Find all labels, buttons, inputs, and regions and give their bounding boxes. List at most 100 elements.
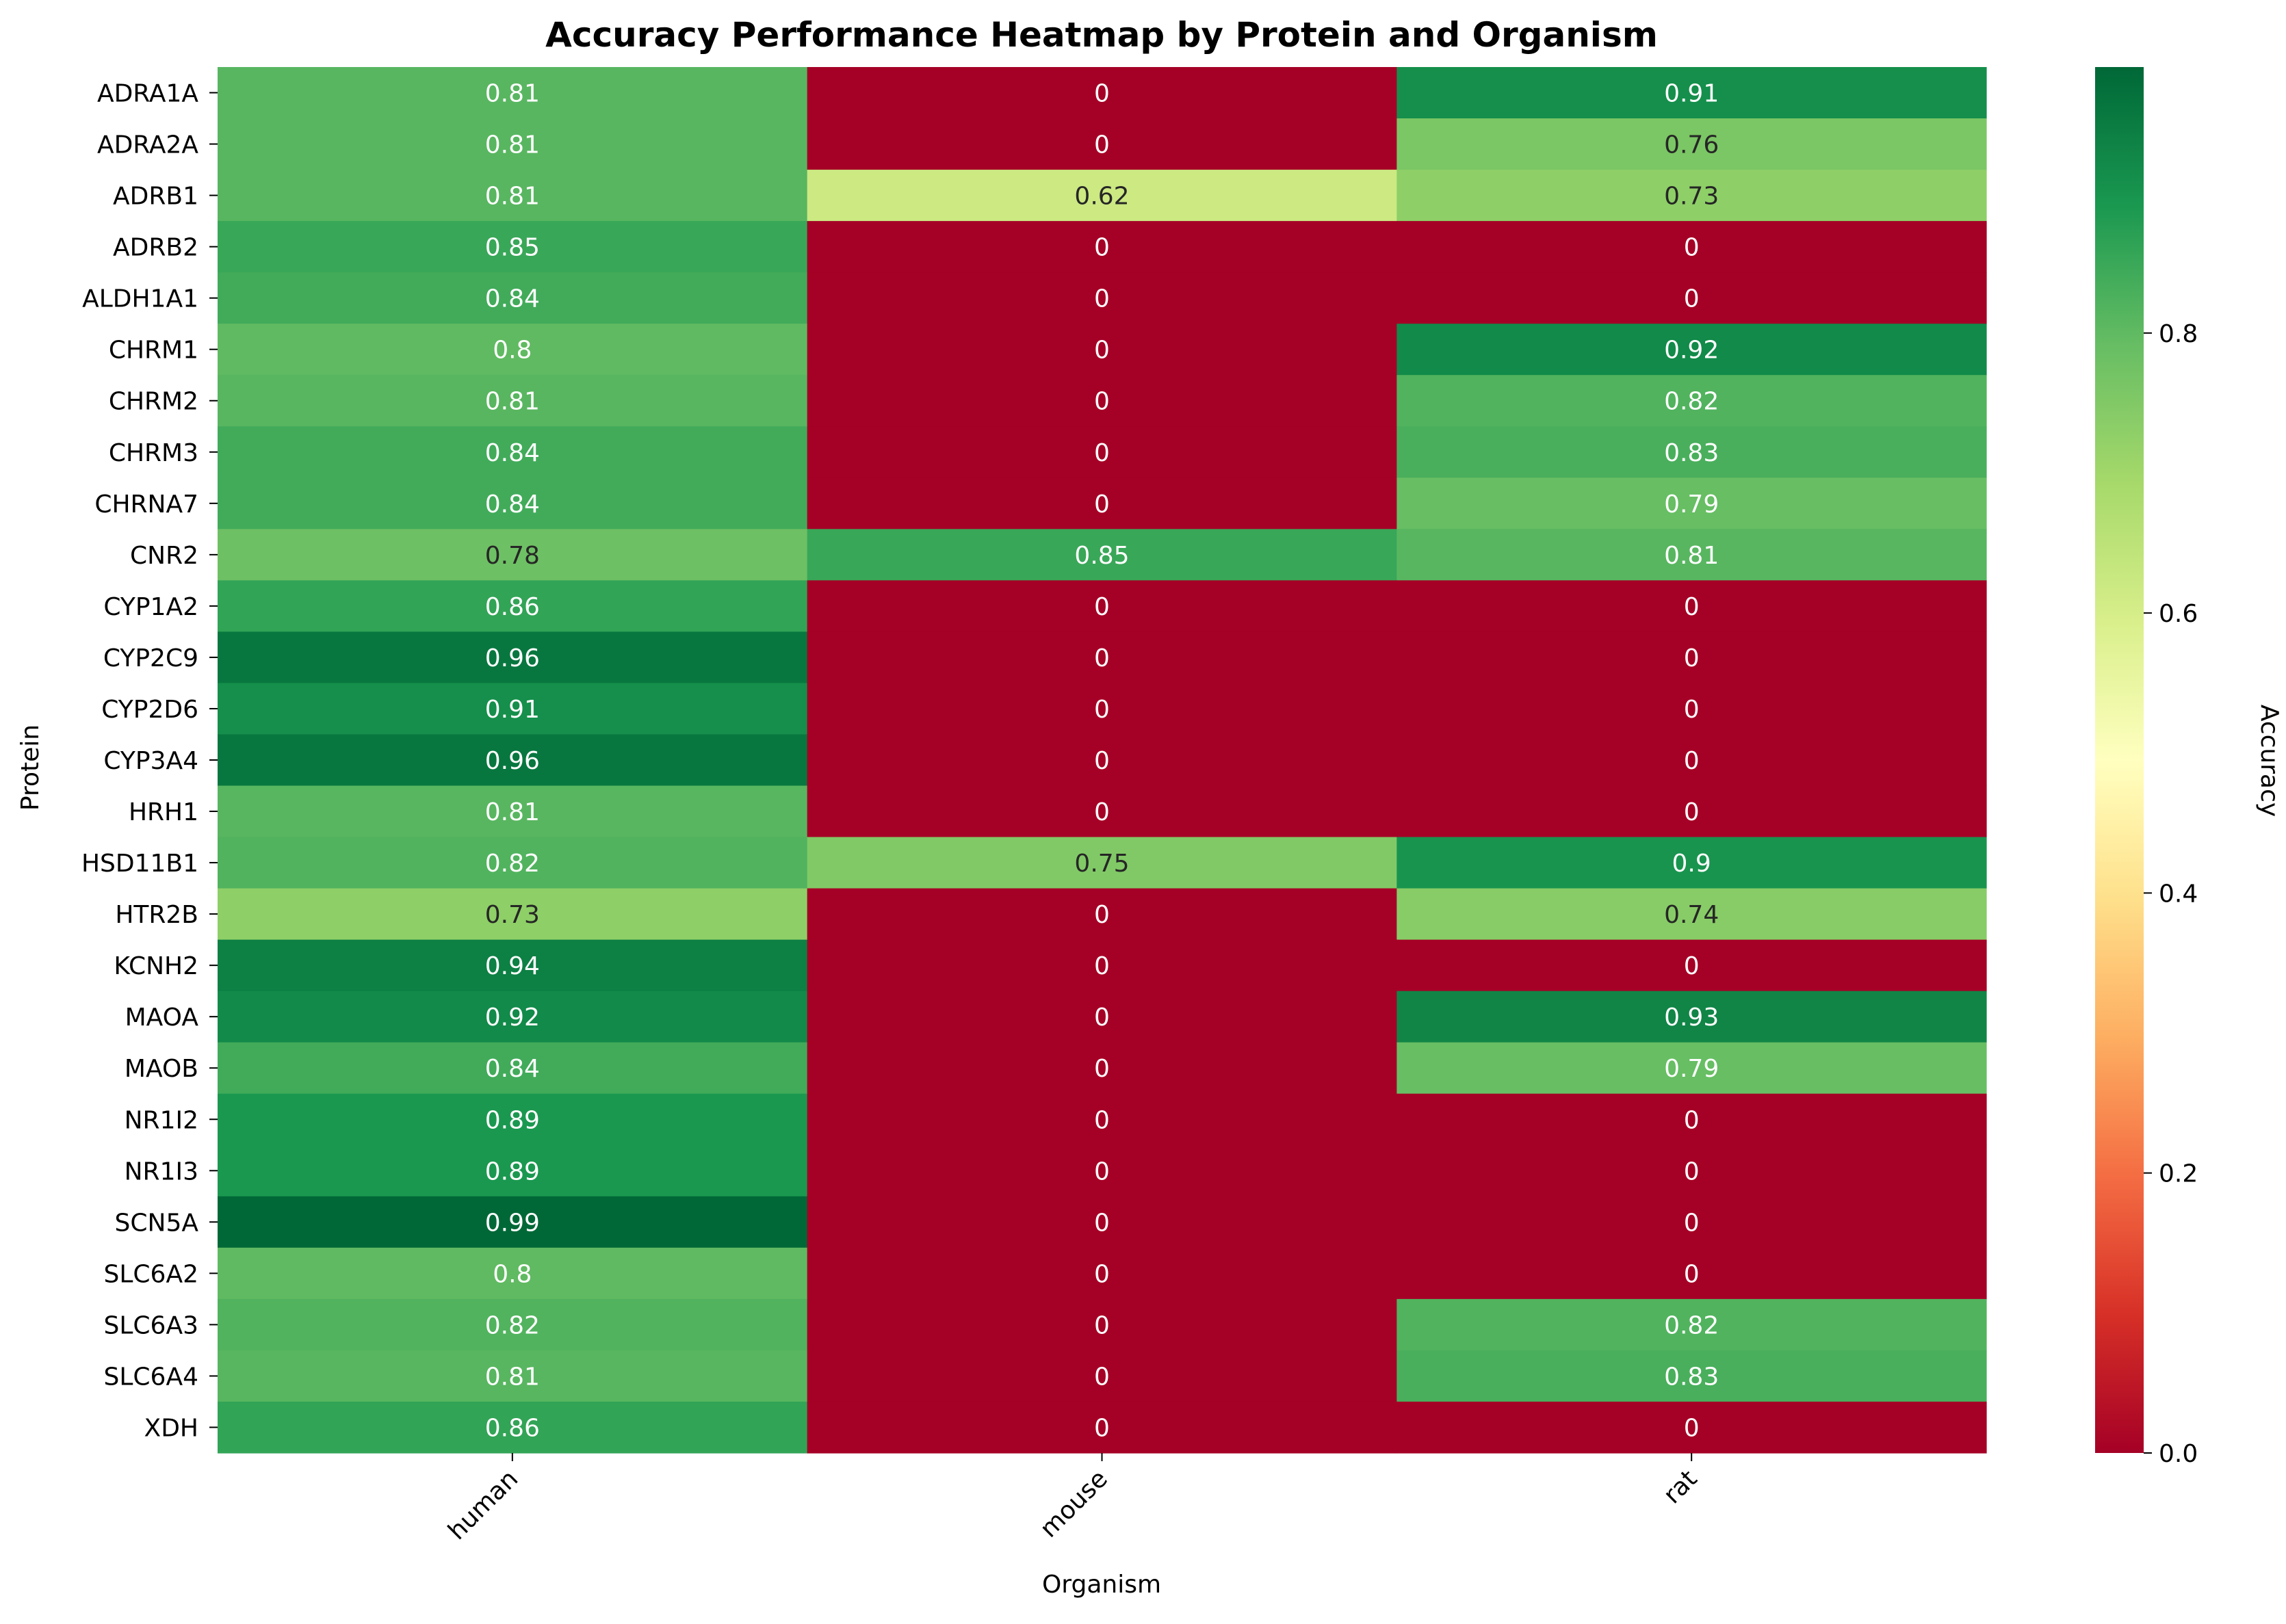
- heatmap-cell: [218, 1350, 808, 1402]
- cell-value-label: 0.99: [485, 1209, 540, 1237]
- cell-value-label: 0: [1094, 439, 1110, 467]
- heatmap-cell: [807, 888, 1397, 941]
- cell-value-label: 0.86: [485, 593, 540, 621]
- y-tick-label: CHRM2: [109, 388, 198, 416]
- heatmap-cell: [1397, 118, 1987, 170]
- heatmap-cell: [807, 631, 1397, 684]
- y-tick-label: MAOB: [125, 1055, 198, 1083]
- cell-value-label: 0: [1094, 1311, 1110, 1339]
- heatmap-cell: [807, 221, 1397, 273]
- cell-value-label: 0.84: [485, 439, 540, 467]
- cell-value-label: 0: [1094, 1414, 1110, 1442]
- cell-value-label: 0: [1684, 952, 1700, 980]
- heatmap-cell: [807, 785, 1397, 838]
- heatmap-cell: [807, 1093, 1397, 1146]
- heatmap-cell: [218, 324, 808, 376]
- y-tick-label: ADRA2A: [97, 131, 198, 159]
- y-tick-label: ALDH1A1: [82, 285, 198, 313]
- cell-value-label: 0.76: [1664, 131, 1719, 159]
- heatmap-cell: [218, 170, 808, 222]
- cell-value-label: 0.96: [485, 644, 540, 672]
- cell-value-label: 0.91: [485, 696, 540, 724]
- heatmap-cell: [218, 888, 808, 941]
- cell-value-label: 0: [1094, 337, 1110, 365]
- y-tick-label: ADRB1: [113, 183, 198, 211]
- heatmap-cell: [218, 1196, 808, 1248]
- y-tick-label: SLC6A4: [104, 1363, 198, 1391]
- heatmap-cell: [1397, 1144, 1987, 1197]
- cell-value-label: 0: [1684, 1260, 1700, 1288]
- cell-value-label: 0: [1094, 1055, 1110, 1083]
- heatmap-cell: [807, 991, 1397, 1043]
- heatmap-cell: [807, 324, 1397, 376]
- heatmap-cell: [807, 939, 1397, 992]
- cell-value-label: 0: [1684, 1157, 1700, 1186]
- cell-value-label: 0: [1684, 1106, 1700, 1134]
- cell-value-label: 0.81: [485, 1363, 540, 1391]
- cell-value-label: 0.8: [493, 337, 532, 365]
- y-tick-label: CYP2C9: [103, 644, 198, 672]
- cell-value-label: 0.81: [1664, 542, 1719, 570]
- cell-value-label: 0: [1684, 1209, 1700, 1237]
- y-tick-label: MAOA: [125, 1004, 199, 1032]
- cell-value-label: 0: [1094, 490, 1110, 519]
- heatmap-cell: [218, 426, 808, 478]
- cell-value-label: 0.84: [485, 1055, 540, 1083]
- heatmap-cell: [807, 118, 1397, 170]
- heatmap-cell: [1397, 939, 1987, 992]
- cell-value-label: 0: [1684, 644, 1700, 672]
- y-tick-label: CNR2: [130, 542, 198, 570]
- heatmap-cell: [1397, 1042, 1987, 1095]
- cell-value-label: 0: [1684, 696, 1700, 724]
- y-tick-label: SLC6A2: [104, 1260, 198, 1288]
- heatmap-cell: [807, 426, 1397, 478]
- y-tick-label: SCN5A: [115, 1209, 199, 1237]
- cell-value-label: 0: [1094, 1260, 1110, 1288]
- cell-value-label: 0: [1094, 1209, 1110, 1237]
- heatmap-cell: [1397, 734, 1987, 787]
- heatmap-cell: [807, 375, 1397, 427]
- cell-value-label: 0.86: [485, 1414, 540, 1442]
- cell-value-label: 0.8: [493, 1260, 532, 1288]
- colorbar-label: Accuracy: [2255, 705, 2283, 817]
- heatmap-cell: [218, 1401, 808, 1454]
- heatmap-cell: [807, 529, 1397, 581]
- heatmap-cell: [218, 991, 808, 1043]
- cell-value-label: 0.9: [1672, 850, 1711, 878]
- heatmap-cell: [218, 1298, 808, 1351]
- heatmap-cell: [218, 1247, 808, 1300]
- heatmap-cell: [1397, 683, 1987, 735]
- heatmap-cell: [1397, 375, 1987, 427]
- cell-value-label: 0.73: [485, 901, 540, 929]
- cell-value-label: 0: [1094, 80, 1110, 108]
- heatmap-cell: [1397, 1093, 1987, 1146]
- cell-value-label: 0.82: [1664, 388, 1719, 416]
- heatmap-cell: [1397, 324, 1987, 376]
- heatmap-cell: [218, 631, 808, 684]
- y-tick-label: CYP3A4: [103, 747, 198, 775]
- heatmap-cell: [807, 1196, 1397, 1248]
- cell-value-label: 0.96: [485, 747, 540, 775]
- cell-value-label: 0: [1094, 644, 1110, 672]
- heatmap-cell: [807, 1144, 1397, 1197]
- heatmap-cell: [218, 67, 808, 119]
- heatmap-cell: [1397, 1298, 1987, 1351]
- chart-title: Accuracy Performance Heatmap by Protein …: [545, 15, 1658, 55]
- y-tick-label: CYP1A2: [103, 593, 198, 621]
- heatmap-cell: [1397, 477, 1987, 529]
- colorbar: 0.0 0.2 0.4 0.6 0.8: [2095, 67, 2198, 1468]
- cell-value-label: 0: [1094, 1004, 1110, 1032]
- heatmap-cell: [218, 118, 808, 170]
- heatmap-cell: [1397, 1350, 1987, 1402]
- heatmap-cell: [807, 272, 1397, 324]
- heatmap-cell: [218, 734, 808, 787]
- cell-value-label: 0.85: [1074, 542, 1129, 570]
- x-axis-label: Organism: [1042, 1571, 1161, 1599]
- heatmap-cell: [1397, 221, 1987, 273]
- heatmap-cell: [807, 477, 1397, 529]
- cell-value-label: 0: [1094, 234, 1110, 262]
- colorbar-tick-label: 0.2: [2159, 1160, 2198, 1188]
- cell-value-label: 0: [1094, 696, 1110, 724]
- cell-value-label: 0.89: [485, 1157, 540, 1186]
